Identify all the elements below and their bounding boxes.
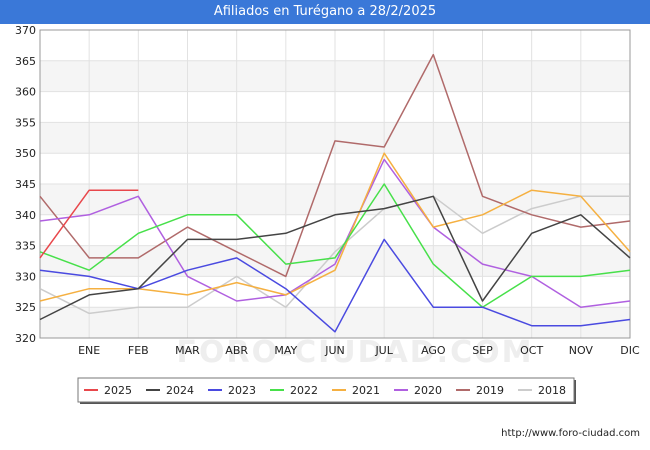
legend-box	[77, 377, 575, 403]
x-tick-label: JUN	[324, 344, 345, 357]
legend-label-2024: 2024	[166, 384, 194, 397]
legend-label-2019: 2019	[476, 384, 504, 397]
series-line-2019	[39, 53, 631, 278]
y-tick-label: 340	[15, 209, 36, 222]
source-url[interactable]: http://www.foro-ciudad.com	[501, 428, 640, 439]
x-tick-label: NOV	[569, 344, 594, 357]
series-line-2025	[39, 189, 139, 259]
y-tick-label: 325	[15, 301, 36, 314]
legend-label-2023: 2023	[228, 384, 256, 397]
legend-label-2020: 2020	[414, 384, 442, 397]
y-tick-label: 330	[15, 270, 36, 283]
y-tick-label: 335	[15, 240, 36, 253]
y-tick-label: 355	[15, 116, 36, 129]
y-tick-label: 345	[15, 178, 36, 191]
x-tick-label: ABR	[225, 344, 248, 357]
y-tick-label: 350	[15, 147, 36, 160]
series-line-2024	[39, 195, 631, 321]
x-tick-label: AGO	[421, 344, 446, 357]
x-tick-label: OCT	[520, 344, 543, 357]
y-tick-label: 370	[15, 24, 36, 37]
x-tick-label: SEP	[472, 344, 493, 357]
y-tick-label: 365	[15, 55, 36, 68]
x-tick-label: FEB	[128, 344, 149, 357]
legend-label-2018: 2018	[538, 384, 566, 397]
legend-label-2025: 2025	[104, 384, 132, 397]
chart-title: Afiliados en Turégano a 28/2/2025	[0, 0, 650, 24]
series-line-2018	[39, 195, 630, 315]
watermark: FORO-CIUDAD.COM	[177, 335, 534, 370]
x-tick-label: MAY	[274, 344, 297, 357]
y-tick-label: 360	[15, 86, 36, 99]
x-tick-label: ENE	[78, 344, 100, 357]
legend-label-2021: 2021	[352, 384, 380, 397]
series-line-2022	[39, 183, 631, 308]
plot-frame	[39, 29, 631, 339]
x-tick-label: JUL	[374, 344, 393, 357]
x-tick-label: MAR	[175, 344, 200, 357]
x-tick-label: DIC	[620, 344, 640, 357]
legend-label-2022: 2022	[290, 384, 318, 397]
y-tick-label: 320	[15, 332, 36, 345]
